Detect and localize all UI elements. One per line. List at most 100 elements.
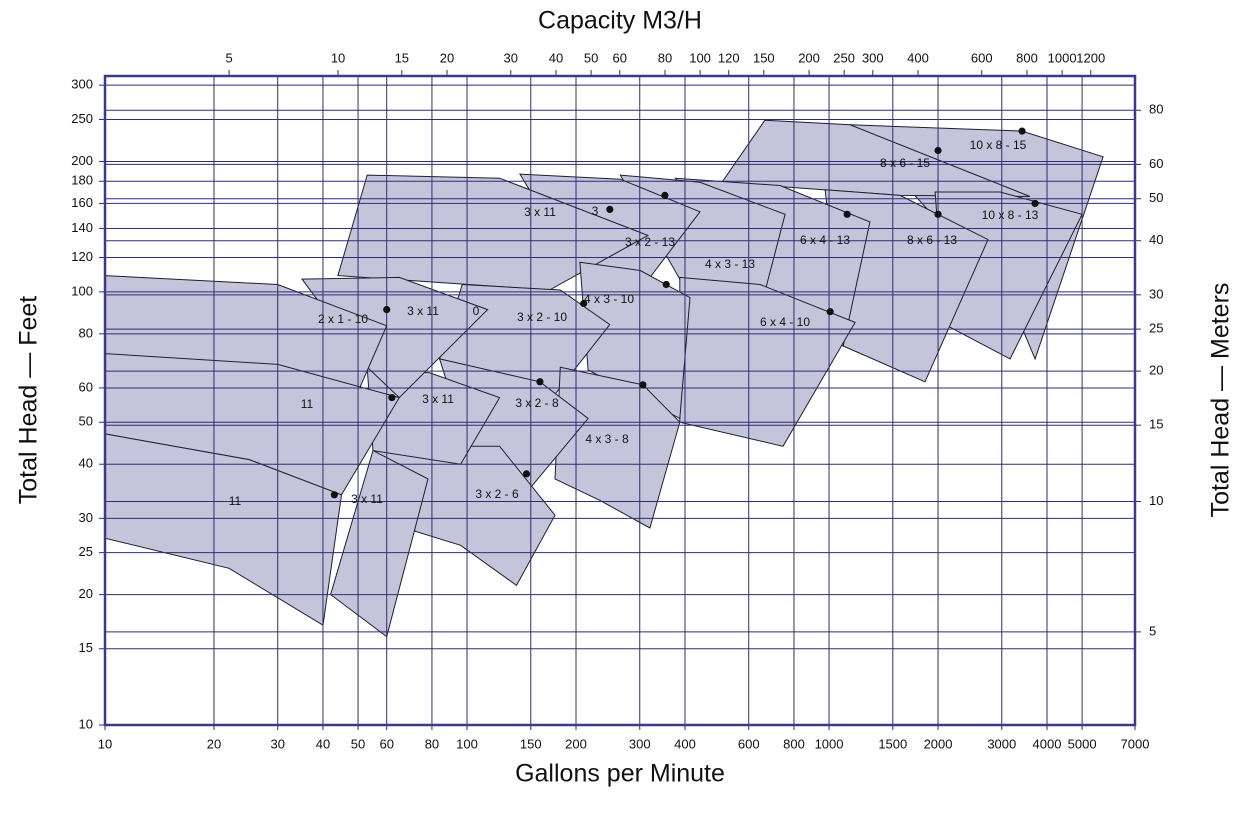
y-tick-label: 80 xyxy=(79,325,93,340)
bep-point xyxy=(662,280,670,289)
bep-point xyxy=(1018,127,1026,135)
x-tick-label: 2000 xyxy=(924,736,953,751)
y2-tick-label: 15 xyxy=(1149,417,1163,432)
y2-axis-title: Total Head — Meters xyxy=(1207,283,1235,518)
x2-tick-label: 1000 xyxy=(1048,50,1077,65)
y-tick-label: 300 xyxy=(71,77,93,92)
region-label: 11 xyxy=(229,494,242,508)
x-tick-label: 1500 xyxy=(878,736,907,751)
x2-tick-label: 50 xyxy=(584,50,598,65)
x2-tick-label: 1200 xyxy=(1076,50,1105,65)
region-label: 4 x 3 - 13 xyxy=(705,257,755,271)
x-tick-label: 100 xyxy=(456,736,478,751)
y2-tick-label: 60 xyxy=(1149,156,1163,171)
y-tick-label: 200 xyxy=(71,153,93,168)
x2-tick-label: 150 xyxy=(753,50,775,65)
x2-tick-label: 15 xyxy=(395,50,409,65)
x2-tick-label: 80 xyxy=(658,50,672,65)
x-tick-label: 200 xyxy=(565,736,587,751)
x2-tick-label: 400 xyxy=(907,50,929,65)
region-label: 11 xyxy=(301,397,314,411)
x2-tick-label: 300 xyxy=(862,50,884,65)
x2-tick-label: 120 xyxy=(718,50,740,65)
bep-point xyxy=(388,393,396,402)
bep-point xyxy=(1031,199,1039,208)
x-tick-label: 400 xyxy=(674,736,696,751)
region-label: 3 x 11 xyxy=(422,392,454,406)
y2-tick-label: 20 xyxy=(1149,363,1163,378)
x-tick-label: 4000 xyxy=(1033,736,1062,751)
x-tick-label: 30 xyxy=(270,736,284,751)
region-label: 3 x 2 - 10 xyxy=(517,310,567,324)
y-tick-label: 25 xyxy=(79,544,93,559)
y-tick-label: 15 xyxy=(79,640,93,655)
annotation: 0 xyxy=(473,304,480,318)
y-tick-label: 60 xyxy=(79,379,93,394)
x2-tick-label: 5 xyxy=(225,50,232,65)
x-tick-label: 800 xyxy=(783,736,805,751)
region-label: 3 x 2 - 6 xyxy=(475,487,519,501)
region-label: 10 x 8 - 15 xyxy=(970,138,1027,152)
y2-tick-label: 5 xyxy=(1149,623,1156,638)
bep-point xyxy=(536,378,544,386)
region-label: 10 x 8 - 13 xyxy=(982,208,1039,222)
region-label: 4 x 3 - 8 xyxy=(585,432,629,446)
x-tick-label: 3000 xyxy=(987,736,1016,751)
bep-point xyxy=(826,308,834,316)
region-label: 8 x 6 - 15 xyxy=(880,156,930,170)
region-label: 3 x 11 xyxy=(407,304,439,318)
y-tick-label: 40 xyxy=(79,456,93,471)
y-tick-label: 120 xyxy=(71,249,93,264)
bep-point xyxy=(661,191,669,199)
x-tick-label: 40 xyxy=(316,736,330,751)
x-tick-label: 7000 xyxy=(1121,736,1150,751)
x2-tick-label: 10 xyxy=(331,50,345,65)
region-label: 2 x 1 - 10 xyxy=(318,312,368,326)
y-tick-label: 30 xyxy=(79,510,93,525)
y-tick-label: 20 xyxy=(79,586,93,601)
x2-tick-label: 200 xyxy=(798,50,820,65)
bep-point xyxy=(606,205,614,214)
region-label: 3 x 11 xyxy=(351,492,383,506)
x-tick-label: 1000 xyxy=(815,736,844,751)
y2-tick-label: 50 xyxy=(1149,190,1163,205)
x-tick-label: 80 xyxy=(425,736,439,751)
region-label: 6 x 4 - 10 xyxy=(760,315,810,329)
bep-point xyxy=(934,210,942,218)
x2-tick-label: 250 xyxy=(833,50,855,65)
x2-tick-label: 600 xyxy=(971,50,993,65)
y-tick-label: 160 xyxy=(71,195,93,210)
bep-point xyxy=(639,381,647,389)
y-tick-label: 10 xyxy=(79,716,93,731)
bep-point xyxy=(522,470,531,478)
plot-frame xyxy=(103,74,1137,727)
x-tick-label: 150 xyxy=(520,736,542,751)
x2-tick-label: 60 xyxy=(613,50,627,65)
x2-tick-label: 100 xyxy=(689,50,711,65)
x-tick-label: 50 xyxy=(351,736,365,751)
y2-tick-label: 30 xyxy=(1149,286,1163,301)
y2-tick-label: 10 xyxy=(1149,493,1163,508)
y-tick-label: 100 xyxy=(71,283,93,298)
region-label: 4 x 3 - 10 xyxy=(584,292,634,306)
x-tick-label: 300 xyxy=(629,736,651,751)
bep-point xyxy=(843,210,851,218)
x-tick-label: 600 xyxy=(738,736,760,751)
y-tick-label: 140 xyxy=(71,220,93,235)
region-label: 3 x 11 xyxy=(524,205,556,219)
x2-tick-label: 800 xyxy=(1016,50,1038,65)
y-tick-label: 180 xyxy=(71,173,93,188)
region-label: 3 x 2 - 8 xyxy=(515,396,559,410)
annotation: 3 xyxy=(592,204,599,218)
region-label: 8 x 6 - 13 xyxy=(907,233,957,247)
bep-point xyxy=(383,305,391,314)
x2-tick-label: 20 xyxy=(440,50,454,65)
x2-tick-label: 40 xyxy=(549,50,563,65)
y2-tick-label: 40 xyxy=(1149,232,1163,247)
bep-point xyxy=(330,491,338,499)
x2-axis-title: Capacity M3/H xyxy=(538,7,702,35)
x-tick-label: 60 xyxy=(379,736,393,751)
region-label: 3 x 2 - 13 xyxy=(625,235,675,249)
bep-point xyxy=(580,299,588,308)
